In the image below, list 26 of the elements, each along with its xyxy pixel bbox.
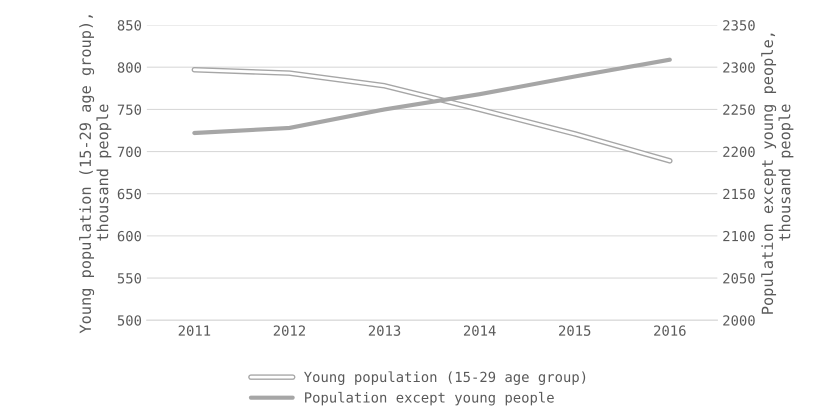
x-tick-label: 2016 [654, 325, 686, 336]
x-tick-label: 2015 [559, 325, 590, 336]
y-tick-label: 500 [118, 315, 142, 326]
y2-tick-label: 2200 [723, 146, 755, 158]
y2-tick-label: 2000 [723, 315, 755, 326]
y-tick-label: 800 [118, 62, 142, 73]
y2-axis-title: Population except young people, thousand people [761, 34, 794, 314]
y2-tick-label: 2250 [723, 104, 755, 115]
legend-label: Young population (15-29 age group) [304, 371, 586, 385]
y-tick-label: 600 [118, 230, 142, 242]
x-tick-label: 2013 [368, 325, 400, 336]
x-tick-label: 2012 [274, 325, 305, 336]
x-tick-label: 2011 [178, 325, 210, 336]
y-tick-label: 700 [118, 146, 142, 158]
y2-tick-label: 2350 [723, 20, 755, 31]
y2-tick-label: 2050 [723, 273, 755, 284]
legend-label: Population except young people [305, 392, 554, 406]
y-tick-label: 850 [118, 20, 142, 31]
y2-tick-label: 2300 [723, 62, 755, 73]
y-axis-title: Young population (15-29 age group), thousand people [79, 15, 112, 334]
y-tick-label: 650 [118, 188, 142, 200]
y2-tick-label: 2100 [723, 230, 755, 242]
x-tick-label: 2014 [464, 325, 496, 336]
y2-tick-label: 2150 [723, 188, 755, 200]
y-tick-label: 750 [118, 104, 142, 115]
y-tick-label: 550 [118, 273, 142, 284]
